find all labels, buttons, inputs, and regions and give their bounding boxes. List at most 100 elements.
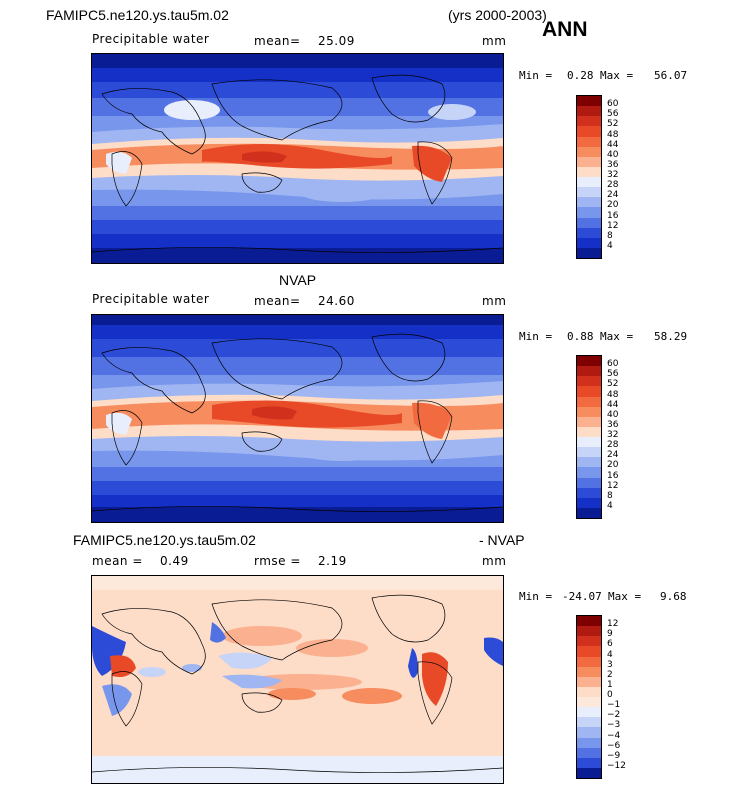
panel2-colorbar — [576, 355, 602, 519]
colorbar-tick-label: 32 — [607, 430, 619, 440]
colorbar-tick-label: 20 — [607, 200, 619, 211]
panel3-rmse-label: rmse = — [254, 554, 301, 568]
panel1-mean-value: 25.09 — [318, 34, 355, 48]
colorbar-tick-label: 40 — [607, 409, 619, 420]
colorbar-tick-label: 48 — [607, 129, 619, 140]
colorbar-tick-label: 4 — [607, 649, 613, 660]
colorbar-tick-label: 28 — [607, 180, 619, 191]
colorbar-tick-label: 8 — [607, 490, 613, 501]
colorbar-segment — [577, 386, 601, 397]
colorbar-tick-label: 16 — [607, 210, 619, 221]
panel2-units: mm — [482, 294, 507, 308]
colorbar-segment — [577, 437, 601, 448]
panel1-max-value: 56.07 — [654, 69, 688, 82]
colorbar-segment — [577, 426, 601, 437]
colorbar-segment — [577, 96, 601, 107]
colorbar-tick-label: 40 — [607, 149, 619, 160]
colorbar-tick-label: 44 — [607, 139, 619, 150]
colorbar-tick-label: 2 — [607, 669, 613, 680]
panel1-max-label: Max = — [600, 69, 634, 82]
panel2-mean-label: mean= — [254, 294, 301, 308]
panel2-min-value: 0.88 — [567, 330, 594, 343]
colorbar-segment — [577, 177, 601, 188]
colorbar-tick-label: 24 — [607, 190, 619, 201]
panel3-min-label: Min = — [519, 590, 553, 603]
panel3-title-right: - NVAP — [479, 532, 525, 548]
years-label: (yrs 2000-2003) — [448, 7, 547, 23]
colorbar-segment — [577, 247, 601, 258]
colorbar-segment — [577, 447, 601, 458]
colorbar-segment — [577, 146, 601, 157]
colorbar-segment — [577, 116, 601, 127]
panel3-units: mm — [482, 554, 507, 568]
colorbar-tick-label: 20 — [607, 460, 619, 471]
colorbar-tick-label: 52 — [607, 379, 619, 390]
colorbar-tick-label: 24 — [607, 450, 619, 461]
panel2-map — [91, 314, 504, 523]
colorbar-tick-label: 28 — [607, 440, 619, 451]
colorbar-tick-label: −6 — [607, 740, 621, 751]
panel1-variable: Precipitable water — [92, 32, 210, 46]
colorbar-tick-label: 6 — [607, 639, 613, 650]
colorbar-segment — [577, 356, 601, 367]
colorbar-segment — [577, 737, 601, 748]
colorbar-segment — [577, 707, 601, 718]
colorbar-tick-label: 16 — [607, 470, 619, 481]
panel2-map-svg — [92, 315, 503, 522]
panel2-variable: Precipitable water — [92, 292, 210, 306]
panel1-min-value: 0.28 — [567, 69, 594, 82]
panel1-map — [91, 53, 504, 264]
panel3-map-svg — [92, 576, 503, 783]
colorbar-tick-label: 36 — [607, 159, 619, 170]
colorbar-tick-label: 32 — [607, 170, 619, 180]
colorbar-tick-label: 48 — [607, 389, 619, 400]
colorbar-segment — [577, 717, 601, 728]
panel3-max-label: Max = — [608, 590, 642, 603]
panel1-units: mm — [482, 34, 507, 48]
colorbar-tick-label: 56 — [607, 369, 619, 380]
colorbar-segment — [577, 227, 601, 238]
colorbar-segment — [577, 416, 601, 427]
colorbar-tick-label: 4 — [607, 500, 613, 511]
colorbar-tick-label: 12 — [607, 619, 619, 630]
colorbar-segment — [577, 697, 601, 708]
colorbar-segment — [577, 197, 601, 208]
colorbar-segment — [577, 686, 601, 697]
case-title: FAMIPC5.ne120.ys.tau5m.02 — [46, 7, 229, 23]
colorbar-segment — [577, 656, 601, 667]
panel2-max-value: 58.29 — [654, 330, 688, 343]
panel1-min-label: Min = — [519, 69, 553, 82]
colorbar-tick-label: 56 — [607, 109, 619, 120]
colorbar-tick-label: −3 — [607, 720, 621, 731]
colorbar-segment — [577, 477, 601, 488]
panel1-mean-label: mean= — [254, 34, 301, 48]
colorbar-tick-label: 0 — [607, 690, 613, 700]
colorbar-tick-label: 4 — [607, 240, 613, 251]
panel3-map — [91, 575, 504, 784]
panel3-mean-label: mean = — [92, 554, 143, 568]
colorbar-segment — [577, 676, 601, 687]
panel2-title: NVAP — [279, 272, 317, 288]
panel2-min-label: Min = — [519, 330, 553, 343]
colorbar-segment — [577, 106, 601, 117]
colorbar-segment — [577, 747, 601, 758]
panel3-colorbar — [576, 615, 602, 779]
panel1-colorbar — [576, 95, 602, 259]
colorbar-segment — [577, 636, 601, 647]
colorbar-tick-label: 60 — [607, 99, 619, 110]
panel2-max-label: Max = — [600, 330, 634, 343]
colorbar-segment — [577, 666, 601, 677]
colorbar-tick-label: −12 — [607, 760, 626, 771]
colorbar-segment — [577, 757, 601, 768]
colorbar-segment — [577, 497, 601, 508]
panel2-mean-value: 24.60 — [318, 294, 355, 308]
colorbar-tick-label: 8 — [607, 230, 613, 241]
colorbar-segment — [577, 136, 601, 147]
colorbar-segment — [577, 217, 601, 228]
colorbar-tick-label: 44 — [607, 399, 619, 410]
colorbar-tick-label: −9 — [607, 750, 621, 761]
colorbar-segment — [577, 507, 601, 518]
panel3-mean-value: 0.49 — [160, 554, 189, 568]
colorbar-segment — [577, 376, 601, 387]
colorbar-tick-label: −4 — [607, 730, 621, 741]
